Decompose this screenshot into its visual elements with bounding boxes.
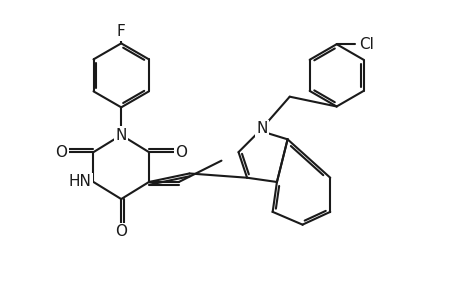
Text: O: O — [56, 145, 67, 160]
Text: O: O — [115, 224, 127, 239]
Text: Cl: Cl — [358, 37, 373, 52]
Text: O: O — [174, 145, 186, 160]
Text: HN: HN — [68, 175, 91, 190]
Text: N: N — [256, 121, 267, 136]
Text: N: N — [115, 128, 127, 142]
Text: F: F — [117, 24, 125, 39]
